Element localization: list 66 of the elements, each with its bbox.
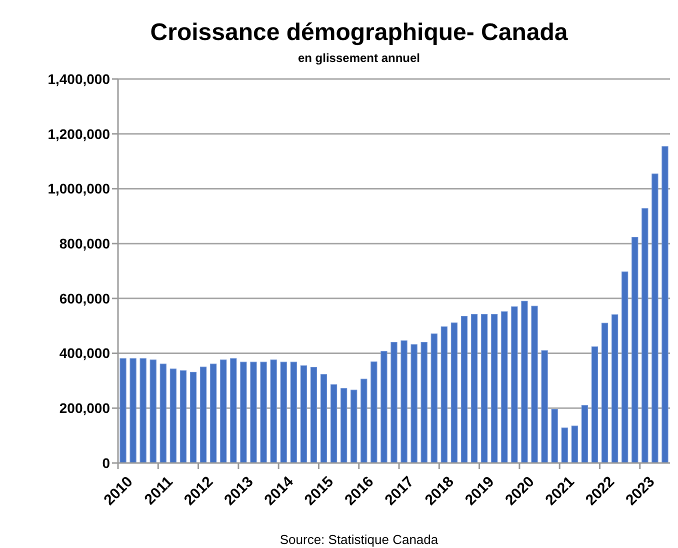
bar bbox=[541, 350, 548, 464]
bar bbox=[370, 361, 378, 464]
bar bbox=[551, 408, 558, 464]
chart-subtitle: en glissement annuel bbox=[298, 51, 420, 65]
bar bbox=[652, 174, 658, 464]
bar bbox=[350, 390, 358, 464]
bar bbox=[200, 366, 207, 464]
bar bbox=[430, 334, 438, 464]
bar bbox=[632, 236, 638, 464]
bar bbox=[400, 340, 408, 464]
bar bbox=[150, 360, 156, 464]
bar bbox=[140, 358, 146, 464]
bar bbox=[380, 351, 388, 464]
bar bbox=[300, 365, 307, 464]
bar bbox=[470, 314, 478, 464]
bar bbox=[130, 358, 136, 464]
bar bbox=[410, 344, 418, 464]
bar bbox=[591, 346, 598, 464]
y-tick-label: 1,000,000 bbox=[48, 180, 110, 197]
bar bbox=[320, 374, 328, 464]
bar bbox=[521, 300, 528, 464]
bar bbox=[390, 342, 398, 464]
bar bbox=[450, 322, 458, 464]
bar bbox=[662, 146, 668, 464]
y-tick-label: 0 bbox=[102, 454, 110, 471]
bar bbox=[260, 362, 267, 464]
bar bbox=[120, 358, 126, 464]
y-tick-label: 1,400,000 bbox=[48, 70, 110, 87]
bar bbox=[220, 360, 227, 464]
bar bbox=[330, 384, 338, 464]
bar bbox=[460, 316, 468, 464]
bar bbox=[531, 306, 538, 464]
bar bbox=[440, 326, 448, 464]
bar bbox=[160, 364, 166, 464]
bar bbox=[571, 426, 578, 464]
bar bbox=[180, 370, 187, 464]
bar bbox=[481, 314, 488, 464]
bar bbox=[611, 314, 618, 464]
bar bbox=[230, 358, 237, 464]
chart-title: Croissance démographique- Canada bbox=[150, 19, 568, 46]
bar bbox=[280, 362, 287, 464]
bar bbox=[340, 388, 348, 464]
bar bbox=[491, 314, 498, 464]
bar bbox=[601, 322, 608, 464]
y-tick-label: 400,000 bbox=[59, 345, 110, 362]
bar bbox=[581, 405, 588, 464]
y-tick-label: 200,000 bbox=[59, 400, 110, 416]
bar bbox=[310, 366, 318, 464]
bar bbox=[360, 378, 368, 464]
bar bbox=[561, 428, 568, 464]
bar bbox=[170, 368, 177, 464]
bar bbox=[270, 360, 277, 464]
bar bbox=[190, 372, 197, 464]
bar bbox=[240, 362, 247, 464]
y-tick-label: 800,000 bbox=[59, 235, 110, 252]
bar bbox=[210, 364, 217, 464]
source-note: Source: Statistique Canada bbox=[280, 532, 439, 547]
bar bbox=[501, 311, 508, 464]
bar bbox=[420, 342, 428, 464]
bar bbox=[622, 272, 628, 464]
bar bbox=[250, 362, 257, 464]
bar bbox=[290, 362, 297, 464]
y-tick-label: 1,200,000 bbox=[48, 126, 110, 142]
bar bbox=[511, 306, 518, 464]
y-tick-label: 600,000 bbox=[59, 290, 110, 306]
bar bbox=[642, 208, 648, 464]
